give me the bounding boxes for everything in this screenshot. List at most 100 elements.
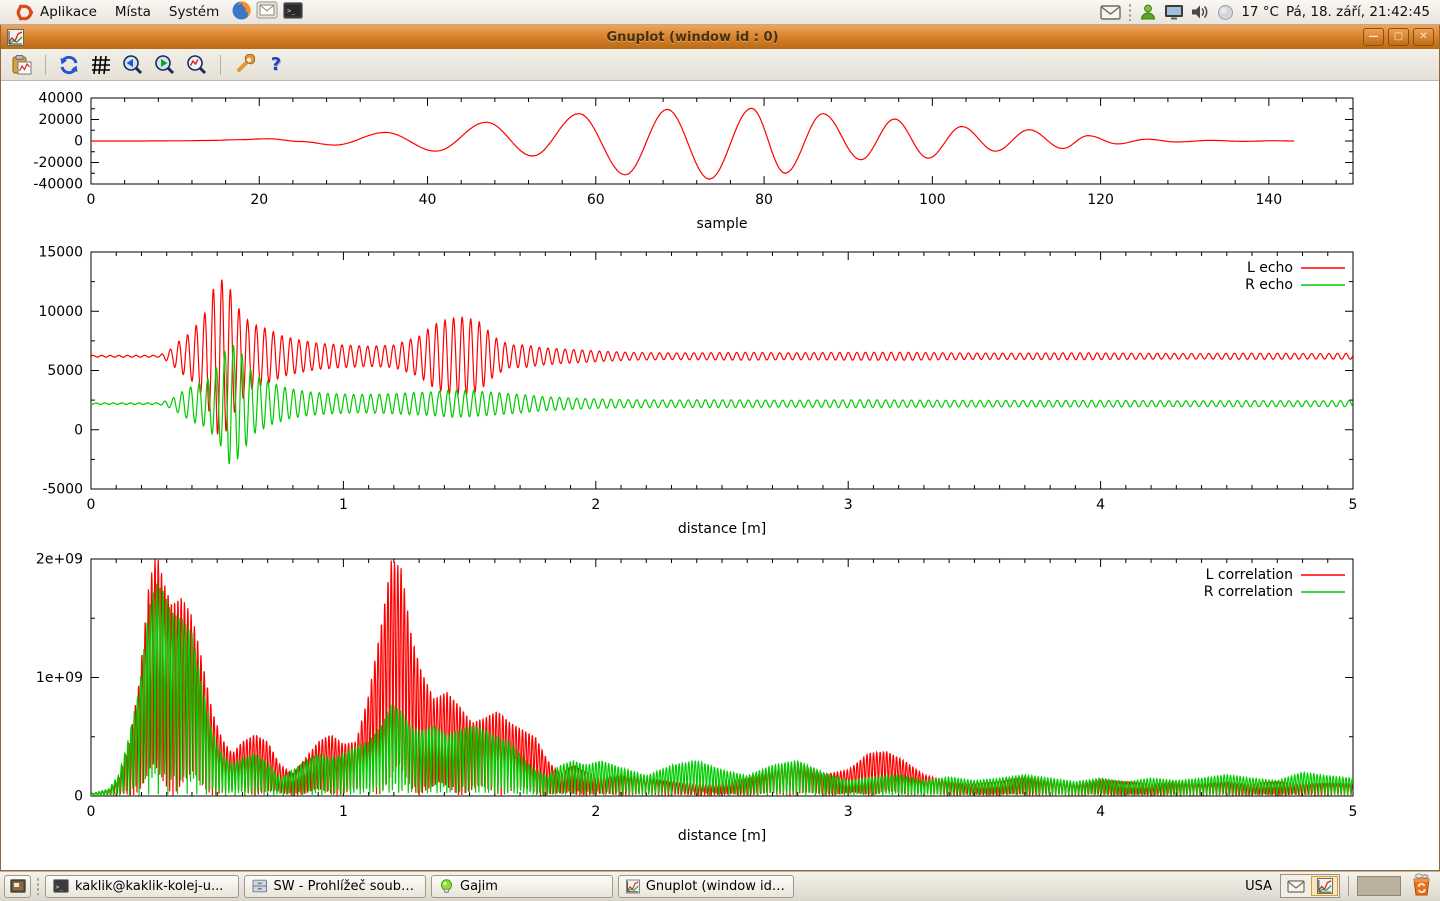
svg-text:60: 60 [587, 192, 605, 208]
configure-button[interactable] [231, 52, 257, 78]
gnuplot-icon [626, 879, 640, 893]
menu-applications-label: Aplikace [40, 4, 97, 20]
svg-text:0: 0 [87, 497, 96, 513]
svg-text:15000: 15000 [38, 245, 83, 261]
gnuplot-window: Gnuplot (window id : 0) — ▢ ✕ [0, 25, 1440, 871]
svg-text:4: 4 [1096, 497, 1105, 513]
echo-chart-series [91, 279, 1353, 435]
volume-icon[interactable] [1191, 4, 1210, 20]
mail-icon [1286, 879, 1305, 893]
toolbar-separator [220, 54, 221, 75]
menu-system-label: Systém [168, 4, 220, 20]
terminal-icon: >_ [53, 879, 69, 893]
svg-text:3: 3 [844, 804, 853, 820]
correlation-chart-series [91, 559, 1353, 796]
plot-canvas[interactable]: 0 20 40 60 80 100 120 140 -40000 -20000 0 20000 4000… [1, 82, 1439, 870]
svg-text:0: 0 [74, 134, 83, 150]
svg-text:1e+09: 1e+09 [36, 670, 83, 686]
svg-text:-5000: -5000 [42, 482, 83, 498]
svg-text:5: 5 [1349, 497, 1358, 513]
copy-to-clipboard-button[interactable] [9, 52, 35, 78]
menu-system[interactable]: Systém [160, 0, 228, 24]
menu-places-label: Místa [114, 4, 151, 20]
task-button-file-manager[interactable]: SW - Prohlížeč souborů [244, 874, 426, 898]
titlebar[interactable]: Gnuplot (window id : 0) — ▢ ✕ [1, 25, 1439, 49]
svg-text:40000: 40000 [38, 91, 83, 107]
minimize-button[interactable]: — [1363, 28, 1384, 46]
svg-text:120: 120 [1087, 192, 1114, 208]
svg-text:R correlation: R correlation [1204, 584, 1293, 600]
svg-text:4: 4 [1096, 804, 1105, 820]
svg-text:L correlation: L correlation [1206, 567, 1293, 583]
toolbar: ? [1, 49, 1439, 81]
maximize-button[interactable]: ▢ [1388, 28, 1409, 46]
terminal-icon: >_ [283, 1, 304, 23]
help-button[interactable]: ? [270, 54, 282, 75]
show-desktop-button[interactable] [4, 874, 31, 898]
toggle-grid-button[interactable] [88, 52, 114, 78]
menu-applications[interactable]: Aplikace [6, 0, 106, 24]
svg-text:2: 2 [591, 804, 600, 820]
svg-text:distance [m]: distance [m] [678, 828, 766, 844]
svg-text:100: 100 [919, 192, 946, 208]
file-manager-icon [252, 879, 268, 893]
svg-text:5: 5 [1349, 804, 1358, 820]
svg-text:5000: 5000 [47, 363, 83, 379]
tray-handle[interactable] [1128, 3, 1133, 21]
tasklist-handle[interactable] [36, 877, 40, 895]
svg-text:-20000: -20000 [33, 155, 83, 171]
svg-text:>_: >_ [287, 7, 296, 15]
svg-text:140: 140 [1255, 192, 1282, 208]
svg-text:80: 80 [755, 192, 773, 208]
svg-text:20: 20 [250, 192, 268, 208]
replot-button[interactable] [56, 52, 82, 78]
svg-text:L echo: L echo [1247, 260, 1293, 276]
svg-text:3: 3 [844, 497, 853, 513]
task-button-terminal[interactable]: >_ kaklik@kaklik-kolej-u... [45, 874, 239, 898]
svg-text:2: 2 [591, 497, 600, 513]
svg-text:0: 0 [74, 422, 83, 438]
svg-text:sample: sample [697, 216, 748, 232]
workspace-switcher[interactable] [1357, 876, 1401, 896]
trash-button[interactable] [1409, 872, 1434, 901]
svg-text:20000: 20000 [38, 112, 83, 128]
zoom-previous-button[interactable] [120, 52, 146, 78]
gnuplot-tray-button[interactable] [1311, 876, 1338, 896]
mail-tray-button[interactable] [1282, 876, 1309, 896]
svg-text:40: 40 [419, 192, 437, 208]
correlation-chart: 0 1 2 3 4 5 0 1e+09 2e+09 distance [m] L correlati… [36, 552, 1358, 845]
zoom-button[interactable] [184, 52, 210, 78]
waveform-chart-series [91, 107, 1295, 180]
mail-launcher[interactable] [254, 0, 280, 24]
svg-text:10000: 10000 [38, 304, 83, 320]
svg-text:>_: >_ [56, 883, 64, 891]
gnuplot-window-icon [7, 28, 24, 46]
svg-text:0: 0 [74, 789, 83, 805]
toolbar-separator [45, 54, 46, 75]
svg-text:0: 0 [87, 192, 96, 208]
close-button[interactable]: ✕ [1413, 28, 1434, 46]
clock[interactable]: Pá, 18. září, 21:42:45 [1285, 4, 1430, 20]
mail-notification-icon[interactable] [1100, 4, 1122, 20]
temperature-label[interactable]: 17 °C [1241, 4, 1279, 20]
plots-svg: 0 20 40 60 80 100 120 140-40000-200000200004000… [33, 91, 1358, 845]
correlation-chart-series [91, 583, 1353, 796]
task-button-gnuplot[interactable]: Gnuplot (window id : 0) [618, 874, 794, 898]
mail-icon [256, 1, 278, 23]
zoom-next-button[interactable] [152, 52, 178, 78]
svg-text:1: 1 [339, 497, 348, 513]
taskbar: >_ kaklik@kaklik-kolej-u... SW - Prohlíž… [0, 871, 1440, 900]
firefox-launcher[interactable] [228, 0, 254, 24]
svg-text:1: 1 [339, 804, 348, 820]
user-switcher-icon[interactable] [1139, 3, 1157, 21]
terminal-launcher[interactable]: >_ [280, 0, 306, 24]
gnuplot-icon [1316, 878, 1333, 894]
svg-text:2e+09: 2e+09 [36, 552, 83, 568]
keyboard-layout-indicator[interactable]: USA [1245, 878, 1272, 894]
weather-icon[interactable] [1217, 4, 1234, 21]
svg-text:0: 0 [87, 804, 96, 820]
display-icon[interactable] [1164, 4, 1184, 21]
task-button-gajim[interactable]: Gajim [431, 874, 613, 898]
menu-places[interactable]: Místa [106, 0, 160, 24]
